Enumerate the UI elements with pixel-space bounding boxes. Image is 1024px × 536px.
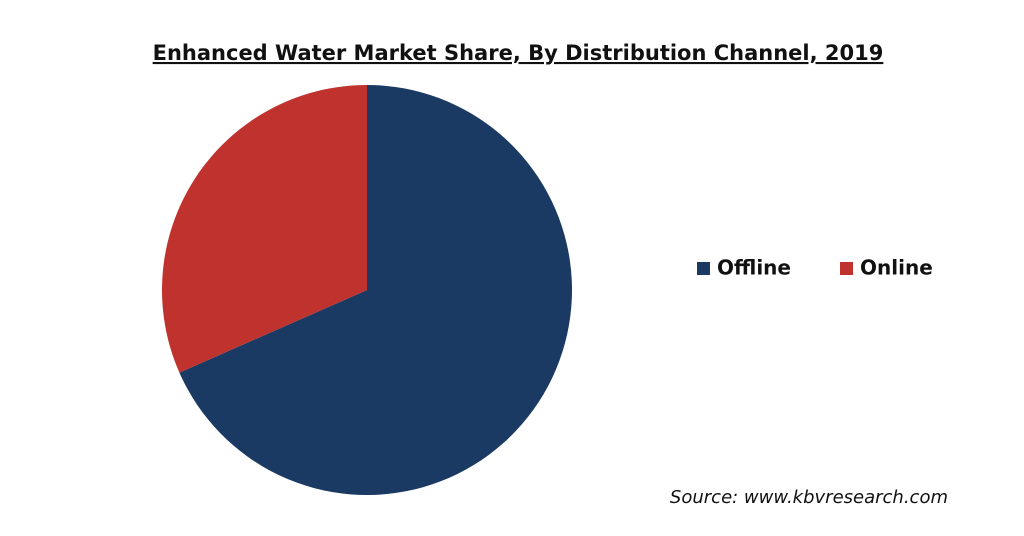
pie-slice [179, 85, 572, 496]
chart-title: Enhanced Water Market Share, By Distribu… [153, 41, 884, 65]
legend-label: Online [860, 256, 933, 280]
pie-slice [162, 85, 367, 373]
legend-label: Offline [717, 256, 791, 280]
legend-swatch [697, 262, 710, 275]
source-note: Source: www.kbvresearch.com [670, 487, 948, 508]
legend-swatch [840, 262, 853, 275]
